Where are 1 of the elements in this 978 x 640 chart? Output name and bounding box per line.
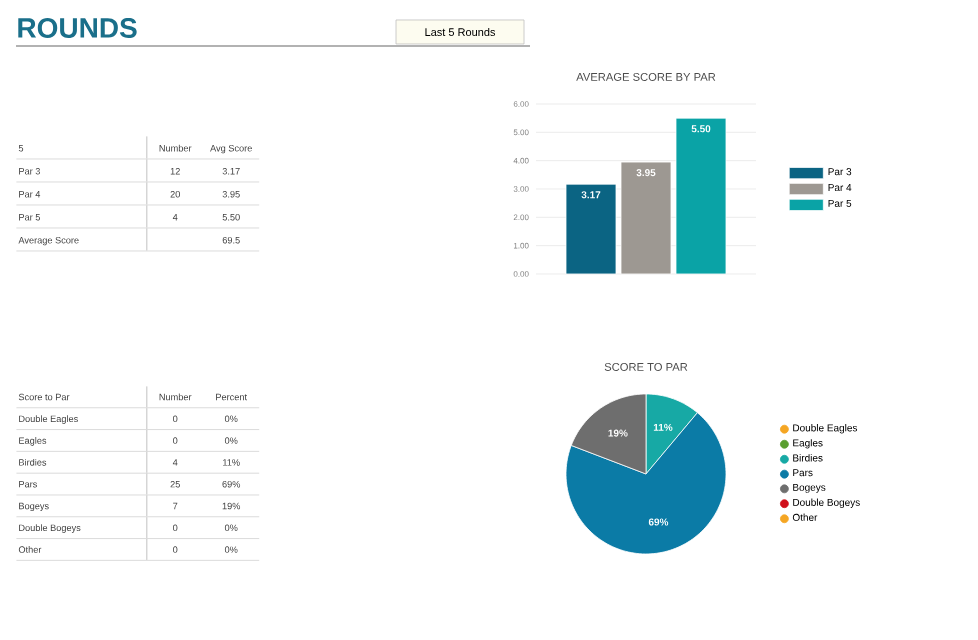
text: ROUNDS xyxy=(18,18,137,38)
